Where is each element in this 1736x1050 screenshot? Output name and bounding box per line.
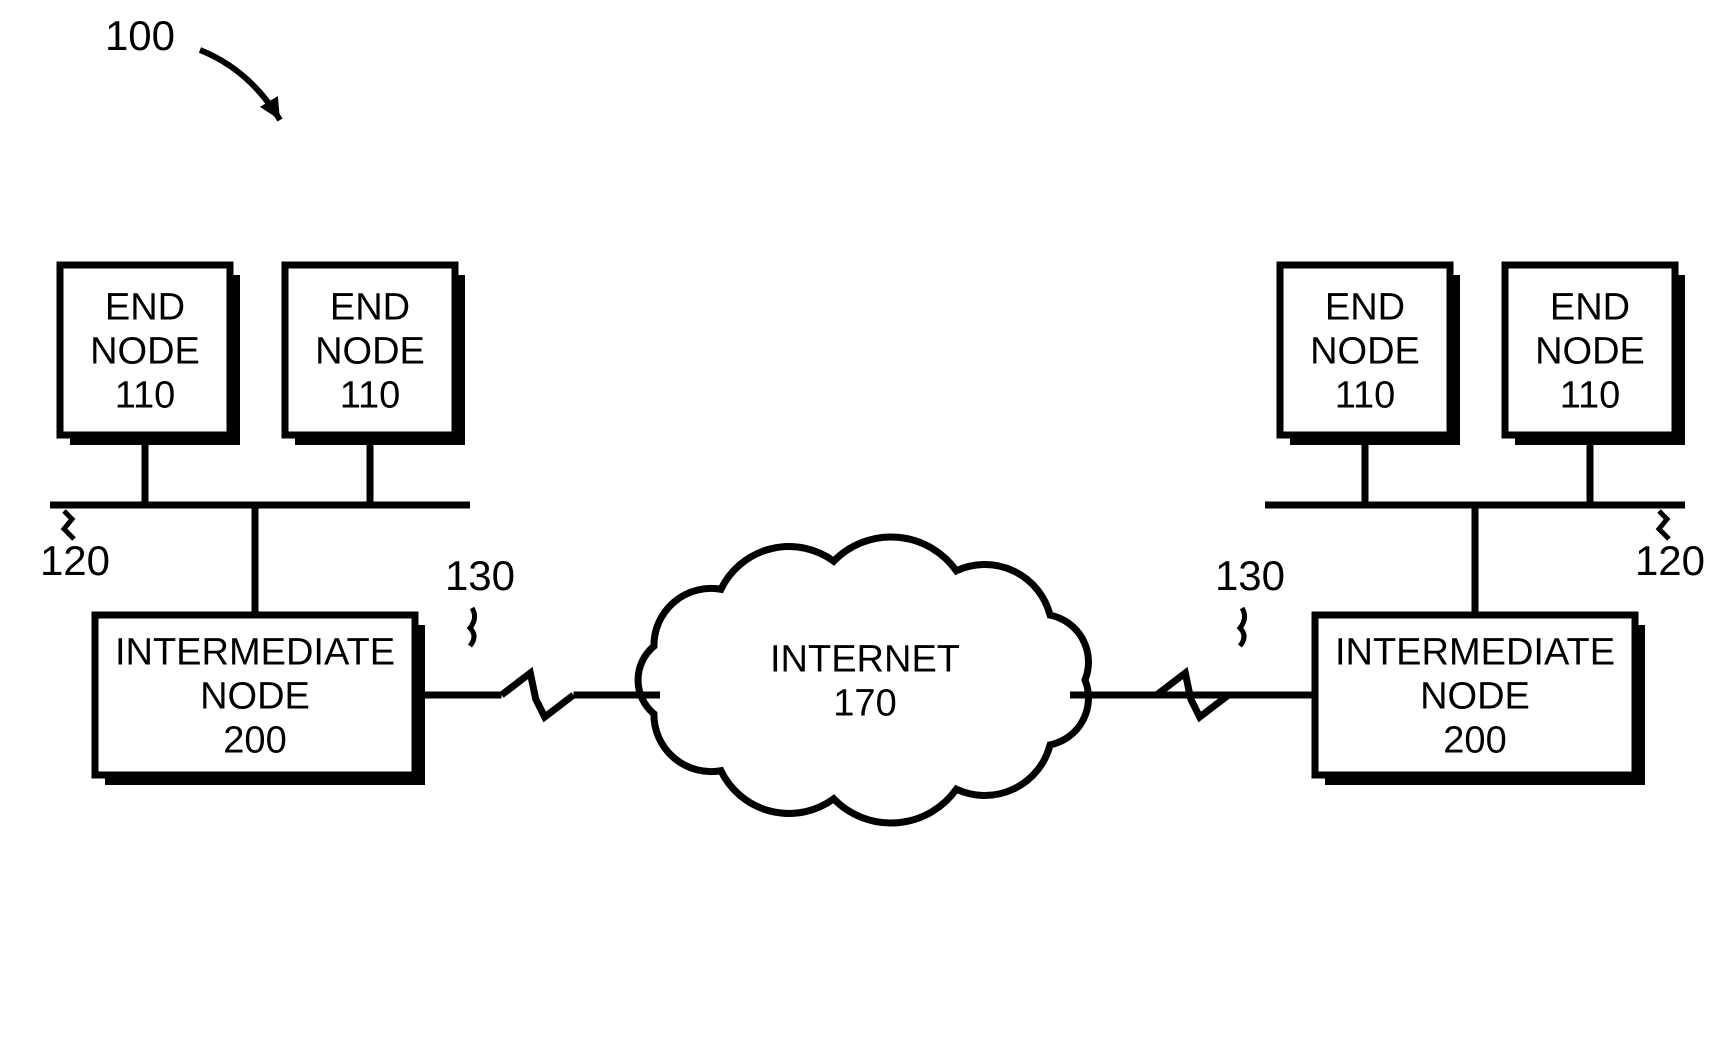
- svg-text:NODE: NODE: [200, 675, 310, 717]
- svg-text:NODE: NODE: [315, 330, 425, 372]
- wan-link: 130: [415, 552, 660, 717]
- svg-text:END: END: [1550, 286, 1630, 328]
- svg-text:INTERMEDIATE: INTERMEDIATE: [1335, 631, 1615, 673]
- svg-text:INTERNET: INTERNET: [770, 638, 960, 680]
- svg-text:NODE: NODE: [1310, 330, 1420, 372]
- bus-ref-label: 120: [40, 537, 110, 584]
- svg-text:200: 200: [1443, 719, 1506, 761]
- svg-text:110: 110: [1560, 374, 1621, 416]
- svg-text:END: END: [330, 286, 410, 328]
- end-node-box: ENDNODE110: [1505, 265, 1685, 445]
- svg-text:NODE: NODE: [1420, 675, 1530, 717]
- figure-ref-label: 100: [105, 12, 175, 59]
- lightning-break-icon: [502, 673, 574, 717]
- internet-cloud: INTERNET170: [638, 537, 1088, 823]
- end-node-box: ENDNODE110: [1280, 265, 1460, 445]
- svg-text:200: 200: [223, 719, 286, 761]
- svg-text:END: END: [105, 286, 185, 328]
- svg-text:END: END: [1325, 286, 1405, 328]
- wan-link: 130: [1070, 552, 1315, 717]
- end-node-box: ENDNODE110: [285, 265, 465, 445]
- svg-text:170: 170: [833, 682, 896, 724]
- bus-break-icon: [1659, 511, 1669, 539]
- wan-ref-label: 130: [1215, 552, 1285, 599]
- intermediate-node-box: INTERMEDIATENODE200: [1315, 615, 1645, 785]
- svg-text:110: 110: [340, 374, 401, 416]
- bus-break-icon: [64, 511, 74, 539]
- svg-text:INTERMEDIATE: INTERMEDIATE: [115, 631, 395, 673]
- svg-text:110: 110: [115, 374, 176, 416]
- svg-text:NODE: NODE: [1535, 330, 1645, 372]
- bus-ref-label: 120: [1635, 537, 1705, 584]
- end-node-box: ENDNODE110: [60, 265, 240, 445]
- wan-ref-squiggle: [470, 608, 475, 646]
- intermediate-node-box: INTERMEDIATENODE200: [95, 615, 425, 785]
- wan-ref-label: 130: [445, 552, 515, 599]
- svg-text:110: 110: [1335, 374, 1396, 416]
- bus-line: 120: [1265, 505, 1705, 584]
- wan-ref-squiggle: [1240, 608, 1245, 646]
- svg-text:NODE: NODE: [90, 330, 200, 372]
